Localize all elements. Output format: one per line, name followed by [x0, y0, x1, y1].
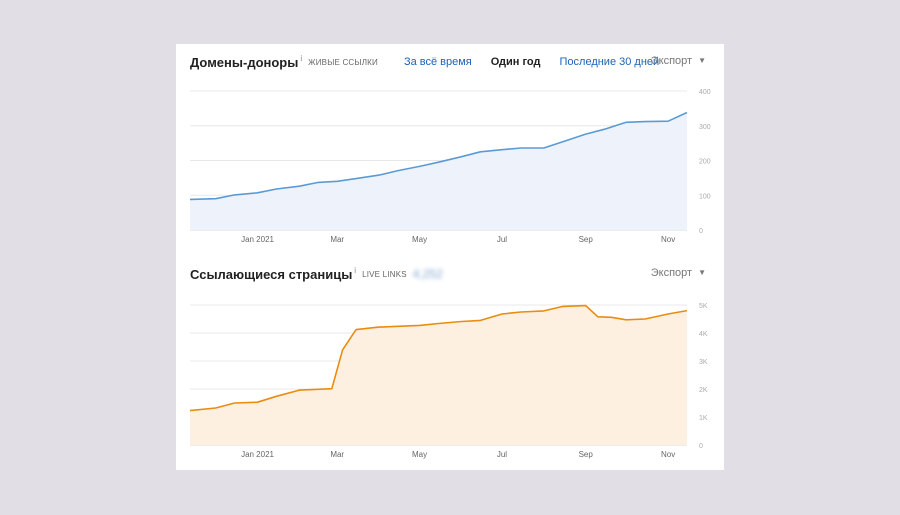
info-icon[interactable]: i: [300, 53, 303, 63]
x-tick-label: Jan 2021: [241, 235, 274, 244]
referring-pages-series-line: [189, 304, 688, 412]
live-links-label: LIVE LINKS: [362, 269, 407, 279]
y-tick-label: 1K: [699, 415, 708, 422]
x-tick-label: Sep: [579, 235, 594, 244]
chevron-down-icon: ▼: [698, 56, 706, 65]
x-tick-label: Jan 2021: [241, 450, 274, 459]
referring-domains-chart: 0 100 200 300 400 Jan 2021 Mar May Jul Sep Nov: [189, 89, 711, 244]
y-tick-label: 100: [699, 193, 711, 200]
x-tick-label: Mar: [330, 450, 344, 459]
y-tick-label: 5K: [699, 303, 708, 310]
charts-panel: Домены-доноры i ЖИВЫЕ ССЫЛКИ За всё врем…: [176, 44, 724, 470]
y-tick-label: 300: [699, 124, 711, 131]
range-tabs: За всё время Один год Последние 30 дней: [404, 56, 678, 68]
chevron-down-icon: ▼: [698, 268, 706, 277]
x-tick-label: May: [412, 235, 427, 244]
info-icon[interactable]: i: [354, 265, 357, 275]
referring-pages-area-fill: [190, 305, 687, 445]
x-tick-label: Nov: [661, 235, 675, 244]
x-tick-label: Jul: [497, 235, 507, 244]
chart-title: Ссылающиеся страницы: [190, 266, 353, 282]
referring-pages-section: Ссылающиеся страницы i LIVE LINKS 4,252 …: [176, 256, 724, 470]
x-tick-label: Mar: [330, 235, 344, 244]
referring-pages-count: 4,252: [412, 267, 443, 281]
y-tick-label: 0: [699, 443, 703, 450]
referring-domains-area-fill: [190, 112, 687, 230]
chart-title: Домены-доноры: [190, 54, 299, 70]
tab-all-time[interactable]: За всё время: [403, 56, 472, 68]
y-tick-label: 3K: [699, 359, 708, 366]
referring-pages-chart: 0 1K 2K 3K 4K 5K Jan 2021 Mar May Jul Sep Nov: [189, 303, 708, 459]
export-label: Экспорт: [650, 267, 693, 279]
tab-last-30-days[interactable]: Последние 30 дней: [559, 56, 660, 68]
x-tick-label: Nov: [661, 450, 675, 459]
y-tick-label: 0: [699, 228, 703, 235]
referring-pages-header: Ссылающиеся страницы i LIVE LINKS 4,252 …: [190, 264, 710, 284]
referring-domains-header: Домены-доноры i ЖИВЫЕ ССЫЛКИ За всё врем…: [190, 52, 710, 72]
export-button[interactable]: Экспорт ▼: [651, 55, 706, 67]
y-tick-label: 2K: [699, 387, 708, 394]
export-label: Экспорт: [650, 55, 693, 67]
x-tick-label: May: [412, 450, 427, 459]
x-tick-label: Sep: [579, 450, 594, 459]
tab-one-year[interactable]: Один год: [490, 56, 541, 68]
x-tick-label: Jul: [497, 450, 507, 459]
live-links-label: ЖИВЫЕ ССЫЛКИ: [308, 57, 378, 67]
y-tick-label: 400: [699, 89, 711, 96]
export-button[interactable]: Экспорт ▼: [651, 267, 706, 279]
y-tick-label: 4K: [699, 331, 708, 338]
y-tick-label: 200: [699, 159, 711, 166]
referring-domains-section: Домены-доноры i ЖИВЫЕ ССЫЛКИ За всё врем…: [176, 44, 724, 249]
referring-domains-series-line: [189, 111, 688, 201]
